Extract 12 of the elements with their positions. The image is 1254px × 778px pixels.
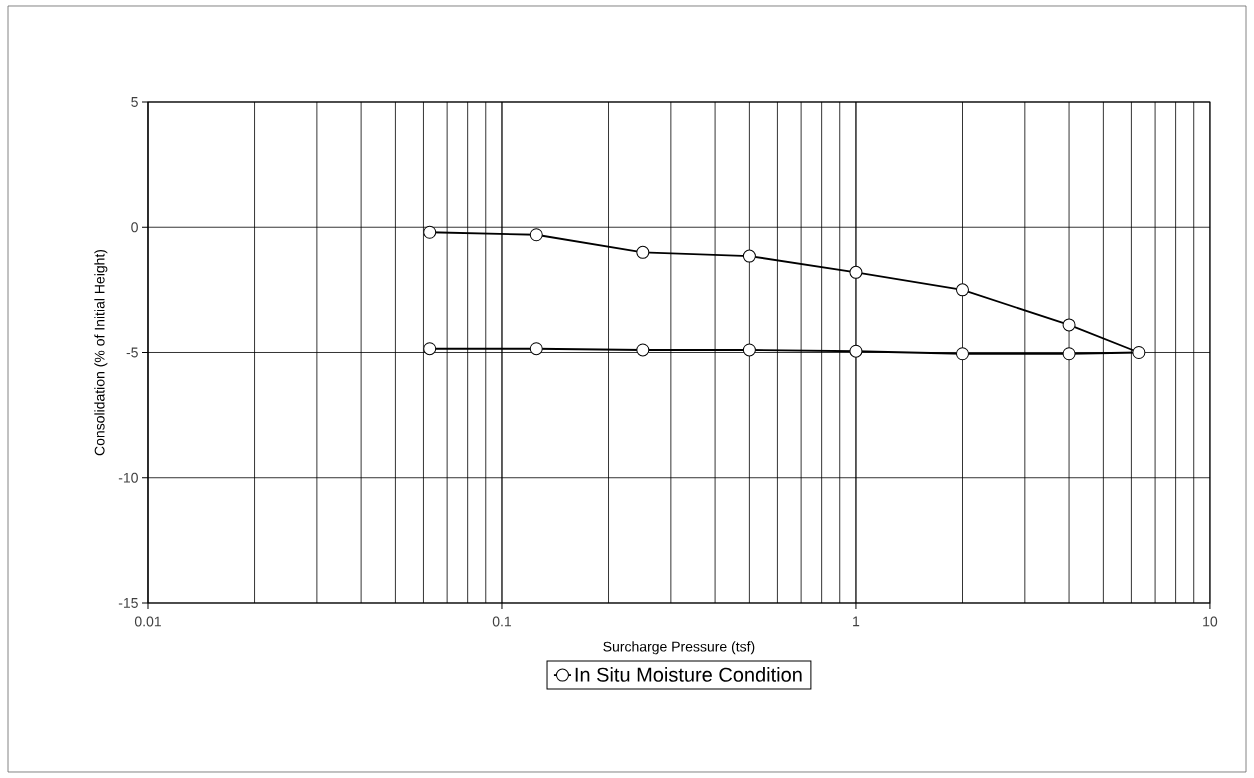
y-tick-label: -10 (118, 472, 138, 483)
y-tick-label: 0 (131, 222, 138, 233)
y-tick-label: -15 (118, 598, 138, 608)
x-tick-label: 0.1 (492, 616, 512, 627)
x-tick-label: 10 (1203, 616, 1218, 627)
x-tick-label: 0.01 (134, 616, 161, 627)
x-tick-label: 1 (853, 616, 860, 627)
y-axis-title: Consolidation (% of Initial Height) (94, 249, 108, 456)
y-tick-label: 5 (131, 97, 138, 107)
legend-label: In Situ Moisture Condition (575, 667, 802, 682)
y-tick-label: -5 (126, 347, 138, 358)
x-axis-title: Surcharge Pressure (tsf) (603, 641, 755, 655)
